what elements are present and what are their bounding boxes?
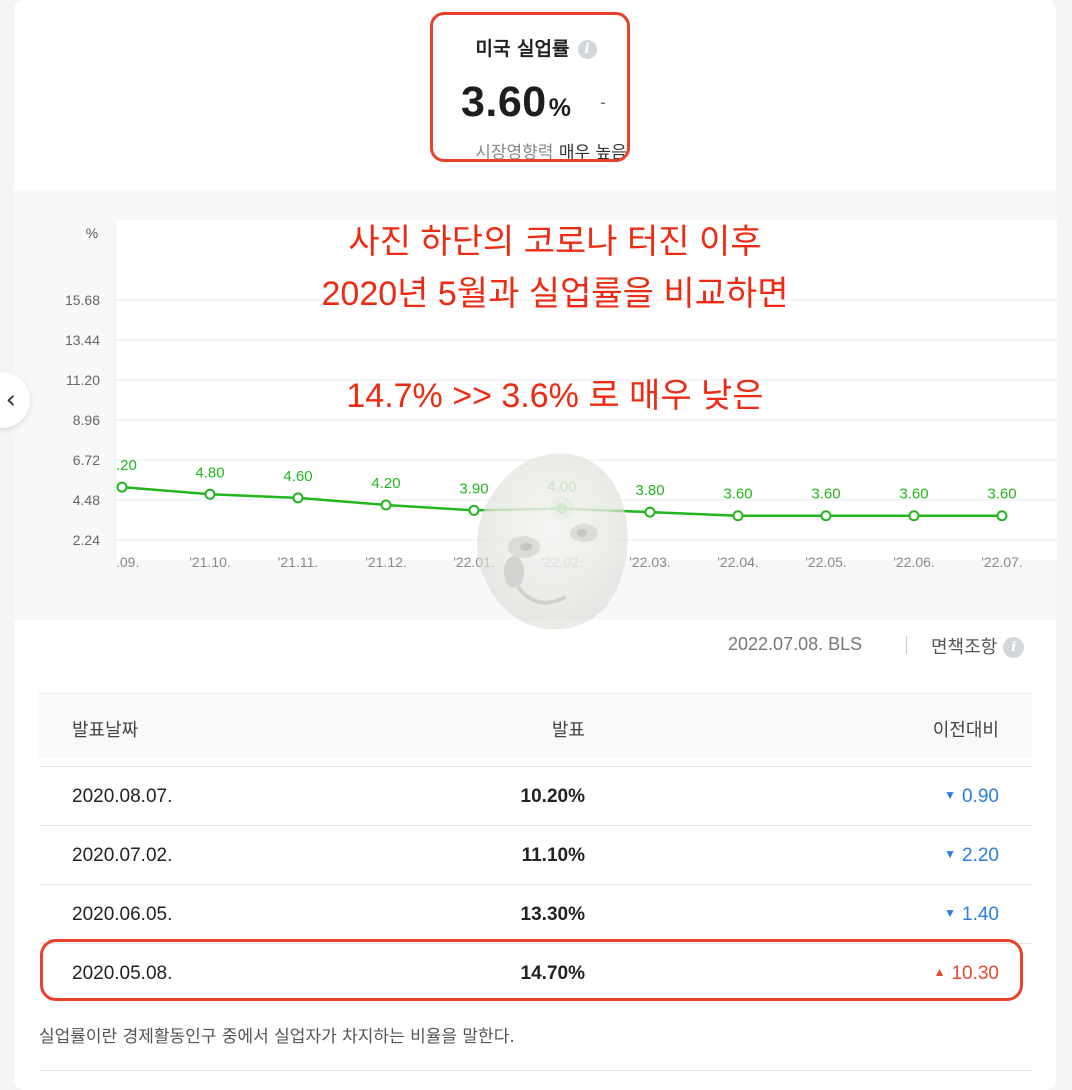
down-triangle-icon: ▼ bbox=[944, 788, 957, 802]
row-date: 2020.08.07. bbox=[72, 786, 173, 807]
data-label: 4.20 bbox=[371, 475, 400, 492]
data-source: 2022.07.08. BLS bbox=[728, 634, 863, 654]
market-impact-value: 매우 높음 bbox=[558, 143, 627, 163]
x-tick-label: '22.04. bbox=[717, 554, 759, 570]
row-value: 10.20% bbox=[520, 786, 585, 807]
indicator-value-unit: % bbox=[548, 94, 572, 122]
data-point bbox=[292, 492, 304, 504]
highlight-box-row bbox=[40, 939, 1023, 1001]
data-label: 3.60 bbox=[899, 486, 928, 503]
y-tick-label: 4.48 bbox=[73, 492, 100, 508]
row-date: 2020.07.02. bbox=[72, 845, 173, 866]
x-tick-label: '22.06. bbox=[893, 554, 935, 570]
x-tick-label: '22.03. bbox=[629, 554, 671, 570]
info-icon: i bbox=[1003, 637, 1025, 658]
data-label: 3.80 bbox=[635, 482, 664, 499]
row-change: ▼ 2.20 bbox=[944, 845, 999, 866]
y-tick-label: 13.44 bbox=[65, 332, 100, 348]
data-label: 3.60 bbox=[987, 486, 1016, 503]
data-label: 3.60 bbox=[811, 486, 840, 503]
y-tick-label: 2.24 bbox=[73, 532, 100, 548]
down-triangle-icon: ▼ bbox=[944, 847, 957, 861]
indicator-title-row: 미국 실업률 i bbox=[0, 34, 1072, 61]
x-tick-label: '22.05. bbox=[805, 554, 847, 570]
annotation-line-2: 2020년 5월과 실업률을 비교하면 bbox=[321, 275, 789, 313]
highlight-box-indicator bbox=[430, 12, 630, 162]
table-row: 2020.08.07. 10.20% ▼ 0.90 bbox=[39, 766, 1032, 825]
data-point bbox=[996, 510, 1008, 522]
data-point bbox=[732, 510, 744, 522]
annotation-line-3: 14.7% >> 3.6% 로 매우 낮은 bbox=[346, 377, 764, 415]
indicator-value: 3.60% bbox=[461, 78, 571, 127]
column-header-date: 발표날짜 bbox=[72, 720, 139, 741]
market-impact: 시장영향력 매우 높음 bbox=[0, 138, 1072, 163]
dog-sticker-image bbox=[477, 453, 628, 630]
x-tick-label: '22.07. bbox=[981, 554, 1023, 570]
indicator-description: 실업률이란 경제활동인구 중에서 실업자가 차지하는 비율을 말한다. bbox=[39, 1027, 515, 1047]
row-value: 13.30% bbox=[520, 904, 585, 925]
table-header: 발표날짜 발표 이전대비 bbox=[39, 693, 1032, 758]
y-tick-label: 6.72 bbox=[73, 452, 100, 468]
column-header-value: 발표 bbox=[551, 720, 585, 741]
row-date: 2020.05.08. bbox=[72, 963, 173, 984]
data-point bbox=[116, 481, 128, 493]
data-point bbox=[204, 488, 216, 500]
table-row: 2020.06.05. 13.30% ▼ 1.40 bbox=[39, 884, 1032, 943]
row-value: 11.10% bbox=[521, 845, 585, 866]
data-label: 4.60 bbox=[283, 468, 312, 485]
data-point bbox=[820, 510, 832, 522]
data-label: 4.80 bbox=[195, 464, 224, 481]
down-triangle-icon: ▼ bbox=[944, 906, 957, 920]
y-tick-label: 11.20 bbox=[66, 372, 100, 388]
disclaimer-label: 면책조항 bbox=[931, 637, 998, 658]
y-axis-unit-label: % bbox=[86, 225, 98, 241]
x-tick-label: '21.12. bbox=[365, 554, 407, 570]
up-triangle-icon: ▲ bbox=[933, 965, 946, 979]
market-impact-label: 시장영향력 bbox=[475, 143, 554, 163]
x-tick-label: '21.10. bbox=[189, 554, 231, 570]
row-change: ▲ 10.30 bbox=[933, 963, 999, 984]
indicator-change: - bbox=[600, 92, 606, 112]
data-label: 3.90 bbox=[459, 480, 488, 497]
y-tick-label: 15.68 bbox=[65, 292, 100, 308]
indicator-value-number: 3.60 bbox=[461, 78, 547, 126]
divider bbox=[39, 1070, 1032, 1071]
y-tick-label: 8.96 bbox=[73, 412, 100, 428]
row-value: 14.70% bbox=[520, 963, 585, 984]
row-change: ▼ 1.40 bbox=[944, 904, 999, 925]
info-icon[interactable]: i bbox=[577, 40, 597, 59]
x-tick-label: .09. bbox=[116, 554, 139, 570]
chevron-left-icon: ‹ bbox=[5, 385, 16, 415]
x-tick-label: '21.11. bbox=[278, 554, 319, 570]
data-label: .20 bbox=[116, 457, 137, 474]
row-date: 2020.06.05. bbox=[72, 904, 173, 925]
data-point bbox=[644, 506, 656, 518]
data-point bbox=[468, 504, 480, 516]
indicator-title: 미국 실업률 bbox=[475, 38, 570, 60]
disclaimer-link[interactable]: 면책조항 i bbox=[931, 633, 1025, 659]
row-change: ▼ 0.90 bbox=[944, 786, 999, 807]
data-point bbox=[380, 499, 392, 511]
annotation-line-1: 사진 하단의 코로나 터진 이후 bbox=[348, 223, 762, 261]
table-row: 2020.05.08. 14.70% ▲ 10.30 bbox=[39, 943, 1032, 1002]
table-row: 2020.07.02. 11.10% ▼ 2.20 bbox=[39, 825, 1032, 884]
source-divider bbox=[906, 636, 907, 654]
data-label: 3.60 bbox=[723, 486, 752, 503]
data-point bbox=[908, 510, 920, 522]
column-header-change: 이전대비 bbox=[932, 720, 999, 741]
